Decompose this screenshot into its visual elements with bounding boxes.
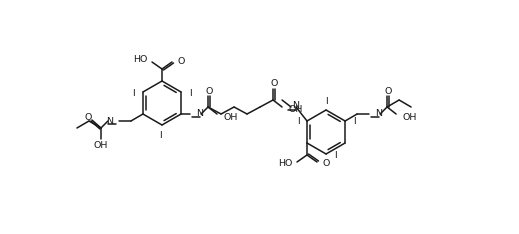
Text: I: I xyxy=(297,117,299,127)
Text: I: I xyxy=(334,150,336,160)
Text: N: N xyxy=(196,110,203,118)
Text: O: O xyxy=(84,113,92,121)
Text: O: O xyxy=(385,87,392,95)
Text: OH: OH xyxy=(288,106,303,114)
Text: N: N xyxy=(292,102,299,110)
Text: I: I xyxy=(132,88,135,98)
Text: N: N xyxy=(106,117,113,125)
Text: HO: HO xyxy=(133,55,147,65)
Text: N: N xyxy=(375,110,382,118)
Text: I: I xyxy=(160,131,162,139)
Text: I: I xyxy=(189,88,192,98)
Text: O: O xyxy=(322,160,330,168)
Text: O: O xyxy=(270,80,278,88)
Text: I: I xyxy=(325,96,327,106)
Text: O: O xyxy=(177,56,184,66)
Text: OH: OH xyxy=(223,113,237,121)
Text: O: O xyxy=(206,87,213,95)
Text: HO: HO xyxy=(278,160,292,168)
Text: OH: OH xyxy=(402,113,416,121)
Text: I: I xyxy=(353,117,356,127)
Text: OH: OH xyxy=(94,140,108,150)
